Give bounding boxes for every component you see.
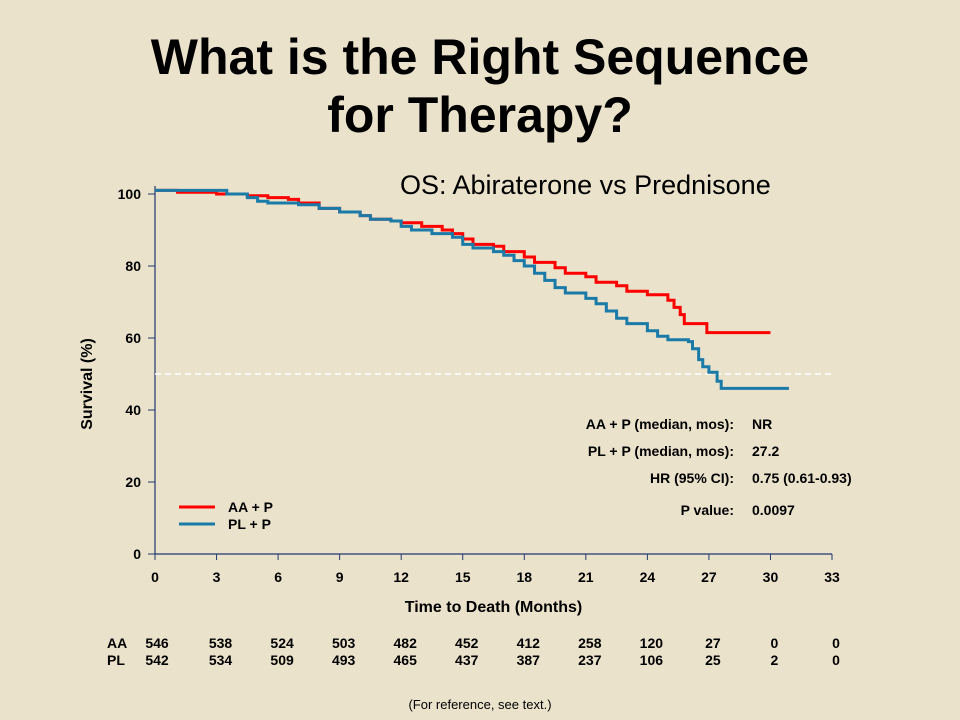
chart-title: OS: Abiraterone vs Prednisone: [400, 170, 771, 200]
at-risk-value: 493: [332, 652, 356, 668]
y-tick-label: 0: [133, 546, 141, 562]
stat-value: 0.0097: [752, 502, 795, 518]
at-risk-value: 524: [270, 635, 294, 651]
y-tick-label: 60: [125, 330, 141, 346]
at-risk-value: 0: [832, 635, 840, 651]
at-risk-value: 412: [517, 635, 541, 651]
stat-label: AA + P (median, mos):: [586, 416, 734, 432]
x-tick-label: 9: [336, 569, 344, 585]
x-axis-label: Time to Death (Months): [405, 599, 582, 616]
x-tick-label: 15: [455, 569, 471, 585]
y-axis-label: Survival (%): [79, 338, 96, 430]
at-risk-value: 387: [517, 652, 541, 668]
footnote: (For reference, see text.): [408, 697, 552, 712]
y-tick-label: 40: [125, 402, 141, 418]
stat-value: 0.75 (0.61-0.93): [752, 470, 852, 486]
x-tick-label: 18: [516, 569, 532, 585]
x-tick-label: 12: [393, 569, 409, 585]
at-risk-value: 0: [771, 635, 779, 651]
at-risk-value: 542: [145, 652, 169, 668]
series-line-aa-p: [155, 188, 771, 335]
x-tick-label: 0: [151, 569, 159, 585]
at-risk-value: 0: [832, 652, 840, 668]
x-tick-label: 27: [701, 569, 717, 585]
stat-label: PL + P (median, mos):: [588, 443, 734, 459]
stat-label: HR (95% CI):: [650, 470, 734, 486]
x-tick-label: 24: [640, 569, 656, 585]
legend-label: AA + P: [228, 499, 273, 515]
x-tick-label: 21: [578, 569, 594, 585]
x-tick-label: 30: [763, 569, 779, 585]
at-risk-value: 482: [394, 635, 418, 651]
at-risk-value: 258: [578, 635, 602, 651]
at-risk-value: 503: [332, 635, 356, 651]
at-risk-value: 509: [270, 652, 294, 668]
at-risk-value: 452: [455, 635, 479, 651]
at-risk-value: 25: [705, 652, 721, 668]
title-line-2: for Therapy?: [327, 87, 633, 143]
at-risk-value: 27: [705, 635, 721, 651]
x-tick-label: 3: [213, 569, 221, 585]
title-line-1: What is the Right Sequence: [150, 29, 810, 85]
at-risk-value: 538: [209, 635, 233, 651]
at-risk-value: 106: [640, 652, 664, 668]
y-tick-label: 20: [125, 474, 141, 490]
at-risk-value: 2: [771, 652, 779, 668]
at-risk-value: 237: [578, 652, 602, 668]
series-line-pl-p: [155, 188, 789, 390]
at-risk-value: 546: [145, 635, 169, 651]
slide-title: What is the Right Sequence for Therapy?: [0, 28, 960, 144]
at-risk-row-label: PL: [107, 652, 125, 668]
at-risk-value: 437: [455, 652, 479, 668]
at-risk-value: 534: [209, 652, 233, 668]
at-risk-value: 120: [640, 635, 664, 651]
stat-value: 27.2: [752, 443, 779, 459]
y-tick-label: 80: [125, 258, 141, 274]
y-tick-label: 100: [118, 186, 142, 202]
x-tick-label: 6: [274, 569, 282, 585]
stat-value: NR: [752, 416, 772, 432]
at-risk-value: 465: [394, 652, 418, 668]
stat-label: P value:: [681, 502, 734, 518]
legend-label: PL + P: [228, 516, 271, 532]
at-risk-row-label: AA: [107, 635, 127, 651]
x-tick-label: 33: [824, 569, 840, 585]
